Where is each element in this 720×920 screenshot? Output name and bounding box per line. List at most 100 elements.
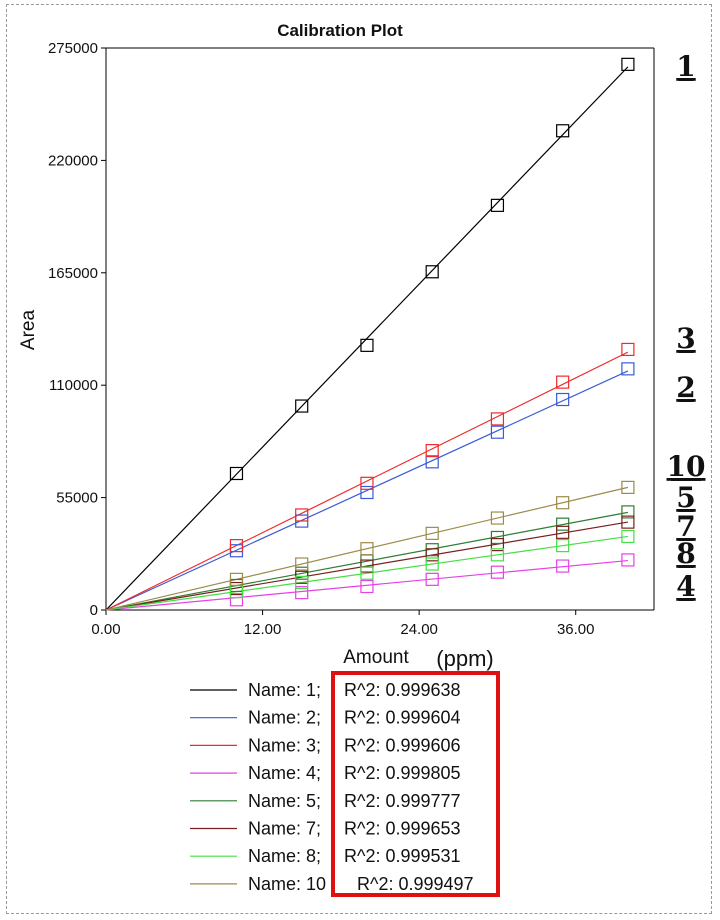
legend-series-name: Name: 3; [248, 735, 321, 755]
callout-label-8: 8 [676, 537, 695, 570]
x-tick-label: 0.00 [91, 621, 120, 638]
data-point-series-4 [425, 572, 439, 586]
data-point-series-10 [295, 557, 309, 571]
legend-series-name: Name: 8; [248, 846, 321, 866]
legend-series-name: Name: 4; [248, 763, 321, 783]
series-line-4 [105, 559, 628, 611]
data-point-series-10 [621, 480, 635, 494]
y-tick-label: 165000 [48, 265, 98, 282]
series-lines [105, 66, 629, 611]
y-axis-label: Area [18, 310, 39, 351]
data-point-series-3 [360, 476, 374, 490]
legend: Name: 1; R^2: 0.999638 Name: 2; R^2: 0.9996… [190, 680, 474, 894]
legend-r2-value: R^2: 0.999497 [357, 874, 474, 894]
series-markers [229, 57, 635, 607]
legend-series-name: Name: 5; [248, 791, 321, 811]
data-point-series-5 [621, 505, 635, 519]
data-point-series-3 [490, 412, 505, 426]
callout-label-5: 5 [676, 481, 695, 514]
data-point-series-1 [295, 399, 309, 413]
data-point-series-3 [295, 508, 309, 522]
data-point-series-4 [621, 553, 635, 567]
series-line-3 [105, 351, 629, 611]
series-line-8 [105, 535, 628, 611]
y-tick-label: 110000 [49, 377, 98, 394]
x-tick-label: 12.00 [244, 621, 282, 638]
callout-label-7: 7 [676, 510, 695, 543]
legend-series-name: Name: 7; [248, 819, 321, 839]
data-point-series-2 [360, 485, 374, 500]
figure-frame [6, 4, 712, 914]
data-point-series-4 [360, 579, 374, 594]
data-point-series-7 [425, 548, 439, 562]
data-point-series-4 [556, 559, 570, 573]
x-tick-label: 24.00 [400, 621, 438, 638]
x-tick-label: 36.00 [557, 621, 595, 638]
series-line-7 [105, 521, 629, 611]
data-point-series-4 [295, 586, 309, 600]
data-point-series-8 [556, 539, 570, 553]
legend-series-name: Name: 2; [248, 708, 321, 728]
data-point-series-3 [229, 539, 244, 553]
legend-series-name: Name: 1; [248, 680, 321, 700]
data-point-series-2 [490, 425, 505, 439]
data-point-series-8 [295, 575, 309, 590]
data-point-series-10 [425, 526, 439, 540]
data-point-series-1 [360, 338, 374, 352]
y-tick-label: 55000 [56, 490, 98, 507]
data-point-series-4 [490, 565, 505, 579]
plot-area [105, 47, 655, 611]
legend-r2-value: R^2: 0.999531 [344, 846, 461, 866]
data-point-series-2 [621, 362, 635, 376]
data-point-series-3 [621, 342, 635, 357]
data-point-series-1 [229, 466, 244, 481]
data-point-series-8 [360, 566, 374, 580]
data-point-series-7 [556, 525, 570, 539]
series-line-1 [105, 66, 629, 611]
data-point-series-10 [360, 542, 374, 556]
data-point-series-1 [556, 124, 570, 138]
data-point-series-1 [621, 57, 635, 71]
data-point-series-3 [556, 375, 570, 389]
legend-r2-value: R^2: 0.999653 [344, 819, 461, 839]
x-axis-label: Amount [343, 647, 409, 668]
data-point-series-7 [360, 559, 374, 573]
legend-r2-value: R^2: 0.999606 [344, 735, 461, 755]
data-point-series-2 [425, 455, 439, 469]
callout-label-4: 4 [676, 570, 695, 603]
y-tick-label: 0 [90, 602, 98, 619]
r2-highlight-box [331, 671, 500, 897]
series-line-10 [105, 486, 629, 611]
data-point-series-3 [425, 443, 439, 458]
callout-label-3: 3 [676, 322, 695, 355]
chart-title: Calibration Plot [277, 21, 403, 40]
data-point-series-8 [490, 548, 505, 562]
series-line-2 [105, 370, 629, 611]
data-point-series-1 [490, 198, 505, 212]
data-point-series-10 [556, 496, 570, 510]
callout-label-1: 1 [676, 50, 695, 83]
data-point-series-8 [621, 529, 635, 544]
data-point-series-10 [229, 572, 244, 586]
y-tick-label: 275000 [48, 40, 98, 57]
data-point-series-7 [621, 515, 635, 529]
y-axis-ticks: 0 55000 110000 165000 220000 275000 [48, 40, 106, 619]
data-point-series-1 [425, 265, 439, 279]
data-point-series-4 [229, 593, 244, 607]
data-point-series-10 [490, 511, 505, 525]
x-axis-ticks: 0.00 12.00 24.00 36.00 [91, 610, 594, 638]
legend-r2-value: R^2: 0.999604 [344, 708, 461, 728]
data-point-series-5 [556, 517, 570, 531]
y-tick-label: 220000 [48, 152, 98, 169]
data-point-series-8 [425, 557, 439, 571]
legend-r2-value: R^2: 0.999638 [344, 680, 461, 700]
data-point-series-2 [556, 392, 570, 407]
x-axis-unit-label: (ppm) [436, 646, 493, 671]
data-point-series-7 [490, 538, 505, 552]
legend-series-name: Name: 10 [248, 874, 326, 894]
callout-label-2: 2 [676, 371, 695, 404]
callout-label-10: 10 [667, 450, 706, 483]
legend-r2-value: R^2: 0.999805 [344, 763, 461, 783]
